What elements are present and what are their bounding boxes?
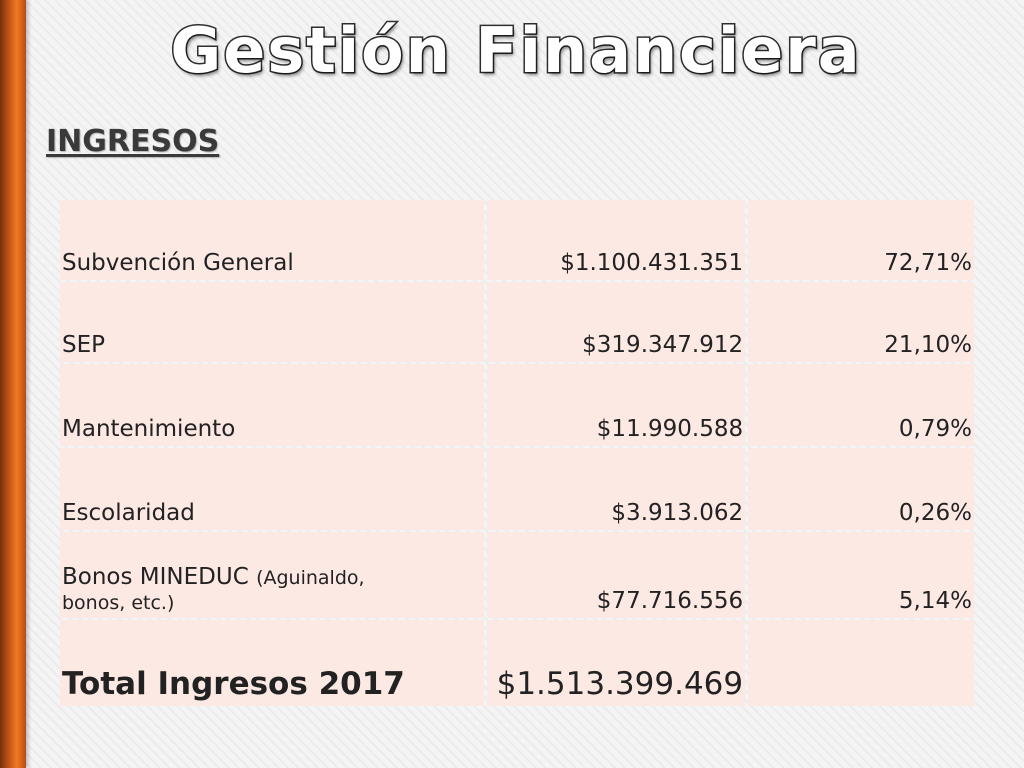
income-label-note: (Aguinaldo, <box>256 567 365 589</box>
income-amount: $3.913.062 <box>487 448 746 530</box>
total-percent <box>748 620 974 706</box>
income-label-cell: Bonos MINEDUC (Aguinaldo, bonos, etc.) <box>60 532 485 618</box>
income-amount: $1.100.431.351 <box>487 200 746 280</box>
table-row: Subvención General $1.100.431.351 72,71% <box>60 200 974 280</box>
income-amount: $11.990.588 <box>487 364 746 446</box>
income-percent: 21,10% <box>748 282 974 362</box>
income-label-note-continued: bonos, etc.) <box>62 592 175 614</box>
table-row: Mantenimiento $11.990.588 0,79% <box>60 364 974 446</box>
income-label: Bonos MINEDUC <box>62 564 249 590</box>
income-label: SEP <box>60 282 485 362</box>
section-heading: INGRESOS <box>46 124 220 159</box>
income-label: Subvención General <box>60 200 485 280</box>
income-percent: 72,71% <box>748 200 974 280</box>
table-row: Bonos MINEDUC (Aguinaldo, bonos, etc.) $… <box>60 532 974 618</box>
income-percent: 0,79% <box>748 364 974 446</box>
income-label: Mantenimiento <box>60 364 485 446</box>
total-label: Total Ingresos 2017 <box>60 620 485 706</box>
income-amount: $319.347.912 <box>487 282 746 362</box>
table-row: SEP $319.347.912 21,10% <box>60 282 974 362</box>
ingresos-table: Subvención General $1.100.431.351 72,71%… <box>57 198 977 708</box>
total-amount: $1.513.399.469 <box>487 620 746 706</box>
slide-title: Gestión Financiera <box>169 13 862 89</box>
orange-side-bar <box>0 0 26 768</box>
income-amount: $77.716.556 <box>487 532 746 618</box>
table-row: Escolaridad $3.913.062 0,26% <box>60 448 974 530</box>
income-percent: 0,26% <box>748 448 974 530</box>
income-label: Escolaridad <box>60 448 485 530</box>
income-percent: 5,14% <box>748 532 974 618</box>
total-row: Total Ingresos 2017 $1.513.399.469 <box>60 620 974 706</box>
